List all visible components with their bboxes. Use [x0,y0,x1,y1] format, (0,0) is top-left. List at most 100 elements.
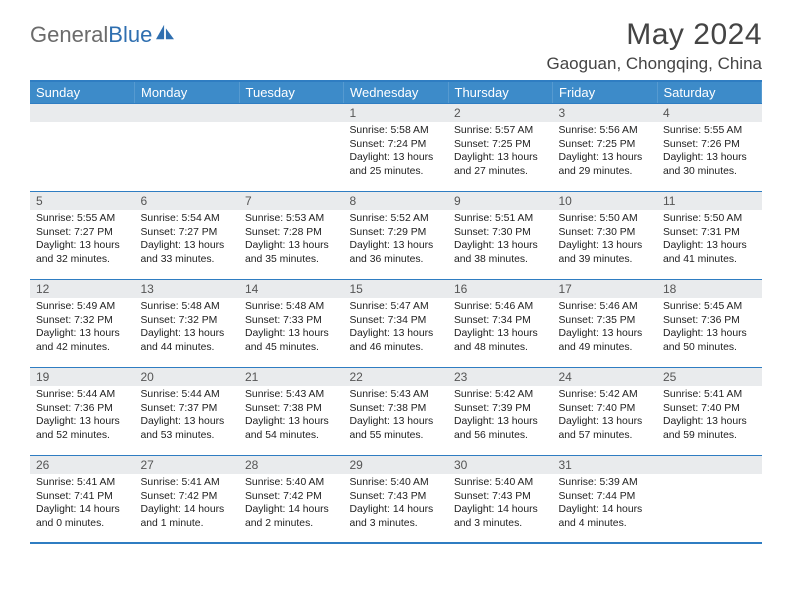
calendar-cell: 8Sunrise: 5:52 AMSunset: 7:29 PMDaylight… [344,191,449,279]
day-details: Sunrise: 5:40 AMSunset: 7:43 PMDaylight:… [448,474,553,533]
day-number: 11 [657,191,762,210]
calendar-cell: 10Sunrise: 5:50 AMSunset: 7:30 PMDayligh… [553,191,658,279]
day-number: 14 [239,279,344,298]
calendar-cell: 26Sunrise: 5:41 AMSunset: 7:41 PMDayligh… [30,455,135,543]
calendar-row: 5Sunrise: 5:55 AMSunset: 7:27 PMDaylight… [30,191,762,279]
calendar-cell: 3Sunrise: 5:56 AMSunset: 7:25 PMDaylight… [553,103,658,191]
weekday-header: Sunday [30,81,135,103]
calendar-row: 12Sunrise: 5:49 AMSunset: 7:32 PMDayligh… [30,279,762,367]
title-block: May 2024 Gaoguan, Chongqing, China [547,18,763,74]
day-details: Sunrise: 5:55 AMSunset: 7:27 PMDaylight:… [30,210,135,269]
day-details: Sunrise: 5:50 AMSunset: 7:31 PMDaylight:… [657,210,762,269]
calendar-row: 1Sunrise: 5:58 AMSunset: 7:24 PMDaylight… [30,103,762,191]
day-details: Sunrise: 5:48 AMSunset: 7:33 PMDaylight:… [239,298,344,357]
day-details: Sunrise: 5:50 AMSunset: 7:30 PMDaylight:… [553,210,658,269]
day-number: 21 [239,367,344,386]
day-number: 15 [344,279,449,298]
weekday-header: Monday [135,81,240,103]
calendar-cell: 27Sunrise: 5:41 AMSunset: 7:42 PMDayligh… [135,455,240,543]
calendar-cell: 4Sunrise: 5:55 AMSunset: 7:26 PMDaylight… [657,103,762,191]
day-number-empty [239,103,344,122]
day-number: 2 [448,103,553,122]
day-details: Sunrise: 5:42 AMSunset: 7:40 PMDaylight:… [553,386,658,445]
calendar-cell: 7Sunrise: 5:53 AMSunset: 7:28 PMDaylight… [239,191,344,279]
calendar-cell: 20Sunrise: 5:44 AMSunset: 7:37 PMDayligh… [135,367,240,455]
day-details: Sunrise: 5:39 AMSunset: 7:44 PMDaylight:… [553,474,658,533]
day-number-empty [30,103,135,122]
day-number: 28 [239,455,344,474]
weekday-header: Thursday [448,81,553,103]
calendar-cell-empty [30,103,135,191]
day-details: Sunrise: 5:40 AMSunset: 7:43 PMDaylight:… [344,474,449,533]
weekday-header-row: SundayMondayTuesdayWednesdayThursdayFrid… [30,81,762,103]
calendar-cell: 28Sunrise: 5:40 AMSunset: 7:42 PMDayligh… [239,455,344,543]
day-details: Sunrise: 5:41 AMSunset: 7:42 PMDaylight:… [135,474,240,533]
calendar-cell: 9Sunrise: 5:51 AMSunset: 7:30 PMDaylight… [448,191,553,279]
day-number: 25 [657,367,762,386]
day-details: Sunrise: 5:43 AMSunset: 7:38 PMDaylight:… [344,386,449,445]
calendar-cell: 2Sunrise: 5:57 AMSunset: 7:25 PMDaylight… [448,103,553,191]
calendar-page: General Blue May 2024 Gaoguan, Chongqing… [0,0,792,554]
day-number: 9 [448,191,553,210]
calendar-cell: 5Sunrise: 5:55 AMSunset: 7:27 PMDaylight… [30,191,135,279]
day-number: 16 [448,279,553,298]
calendar-cell: 13Sunrise: 5:48 AMSunset: 7:32 PMDayligh… [135,279,240,367]
day-number: 18 [657,279,762,298]
weekday-header: Saturday [657,81,762,103]
weekday-header: Wednesday [344,81,449,103]
day-number: 4 [657,103,762,122]
calendar-cell: 31Sunrise: 5:39 AMSunset: 7:44 PMDayligh… [553,455,658,543]
calendar-cell: 24Sunrise: 5:42 AMSunset: 7:40 PMDayligh… [553,367,658,455]
calendar-cell: 12Sunrise: 5:49 AMSunset: 7:32 PMDayligh… [30,279,135,367]
calendar-cell: 6Sunrise: 5:54 AMSunset: 7:27 PMDaylight… [135,191,240,279]
day-details: Sunrise: 5:53 AMSunset: 7:28 PMDaylight:… [239,210,344,269]
day-number: 3 [553,103,658,122]
day-number: 6 [135,191,240,210]
day-number: 24 [553,367,658,386]
day-details: Sunrise: 5:41 AMSunset: 7:40 PMDaylight:… [657,386,762,445]
calendar-cell: 25Sunrise: 5:41 AMSunset: 7:40 PMDayligh… [657,367,762,455]
logo-text-blue: Blue [108,22,152,48]
day-number: 10 [553,191,658,210]
calendar-row: 26Sunrise: 5:41 AMSunset: 7:41 PMDayligh… [30,455,762,543]
logo-text-general: General [30,22,108,48]
calendar-cell-empty [135,103,240,191]
day-number: 5 [30,191,135,210]
calendar-cell: 15Sunrise: 5:47 AMSunset: 7:34 PMDayligh… [344,279,449,367]
day-details: Sunrise: 5:45 AMSunset: 7:36 PMDaylight:… [657,298,762,357]
calendar-cell: 19Sunrise: 5:44 AMSunset: 7:36 PMDayligh… [30,367,135,455]
day-details: Sunrise: 5:46 AMSunset: 7:34 PMDaylight:… [448,298,553,357]
calendar-cell: 17Sunrise: 5:46 AMSunset: 7:35 PMDayligh… [553,279,658,367]
calendar-cell: 11Sunrise: 5:50 AMSunset: 7:31 PMDayligh… [657,191,762,279]
day-details: Sunrise: 5:41 AMSunset: 7:41 PMDaylight:… [30,474,135,533]
calendar-cell-empty [657,455,762,543]
day-number: 27 [135,455,240,474]
day-details: Sunrise: 5:44 AMSunset: 7:36 PMDaylight:… [30,386,135,445]
calendar-row: 19Sunrise: 5:44 AMSunset: 7:36 PMDayligh… [30,367,762,455]
day-number: 26 [30,455,135,474]
day-number-empty [135,103,240,122]
day-details: Sunrise: 5:57 AMSunset: 7:25 PMDaylight:… [448,122,553,181]
day-details: Sunrise: 5:46 AMSunset: 7:35 PMDaylight:… [553,298,658,357]
day-details: Sunrise: 5:42 AMSunset: 7:39 PMDaylight:… [448,386,553,445]
day-details: Sunrise: 5:58 AMSunset: 7:24 PMDaylight:… [344,122,449,181]
day-number: 17 [553,279,658,298]
day-details: Sunrise: 5:51 AMSunset: 7:30 PMDaylight:… [448,210,553,269]
calendar-cell: 1Sunrise: 5:58 AMSunset: 7:24 PMDaylight… [344,103,449,191]
day-number: 23 [448,367,553,386]
calendar-cell: 18Sunrise: 5:45 AMSunset: 7:36 PMDayligh… [657,279,762,367]
calendar-cell: 23Sunrise: 5:42 AMSunset: 7:39 PMDayligh… [448,367,553,455]
day-number: 19 [30,367,135,386]
day-details: Sunrise: 5:48 AMSunset: 7:32 PMDaylight:… [135,298,240,357]
day-number: 20 [135,367,240,386]
weekday-header: Tuesday [239,81,344,103]
calendar-cell: 14Sunrise: 5:48 AMSunset: 7:33 PMDayligh… [239,279,344,367]
calendar-cell: 29Sunrise: 5:40 AMSunset: 7:43 PMDayligh… [344,455,449,543]
day-details: Sunrise: 5:52 AMSunset: 7:29 PMDaylight:… [344,210,449,269]
day-details: Sunrise: 5:44 AMSunset: 7:37 PMDaylight:… [135,386,240,445]
location-text: Gaoguan, Chongqing, China [547,54,763,74]
day-number-empty [657,455,762,474]
day-details: Sunrise: 5:40 AMSunset: 7:42 PMDaylight:… [239,474,344,533]
day-number: 12 [30,279,135,298]
day-number: 13 [135,279,240,298]
